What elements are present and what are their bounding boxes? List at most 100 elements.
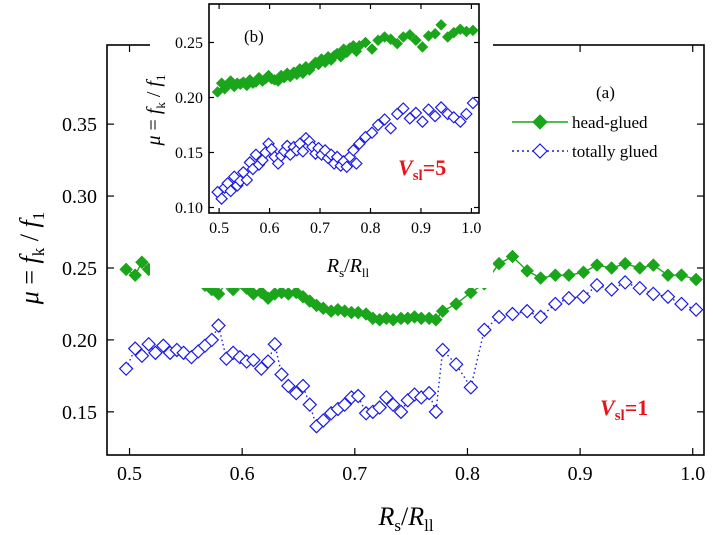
inset-y-axis-label: μ = fk / f1 <box>143 74 168 146</box>
main-point-totally-glued <box>688 302 704 318</box>
main-point-totally-glued <box>288 385 304 401</box>
main-x-ll: ll <box>424 516 434 535</box>
inset-point-totally-glued <box>453 115 467 129</box>
main-point-head-glued <box>646 258 661 272</box>
main-point-totally-glued <box>632 280 648 296</box>
main-point-totally-glued <box>118 361 134 377</box>
inset-point-totally-glued <box>340 160 354 174</box>
inset-background <box>150 0 493 288</box>
inset-plot-frame <box>208 3 480 214</box>
inset-point-totally-glued <box>416 115 429 129</box>
main-point-totally-glued <box>337 397 353 412</box>
main-point-totally-glued <box>315 413 331 428</box>
main-point-head-glued <box>211 287 226 301</box>
inset-point-totally-glued <box>330 150 344 164</box>
main-point-totally-glued <box>448 357 464 372</box>
main-point-totally-glued <box>379 390 394 405</box>
main-y-tick-label: 0.15 <box>62 402 97 424</box>
inset-x-R: R <box>326 255 339 277</box>
main-point-head-glued <box>561 268 576 283</box>
main-point-totally-glued <box>533 309 549 325</box>
vsl-main-sub: sl <box>615 408 625 424</box>
main-point-head-glued <box>135 255 149 270</box>
inset-x-R2: R <box>349 255 362 277</box>
main-x-tick-label: 0.8 <box>455 463 480 485</box>
main-point-head-glued <box>429 312 443 327</box>
vsl-inset-sub: sl <box>413 168 423 184</box>
main-point-head-glued <box>128 268 143 283</box>
main-x-slash: / <box>401 502 409 531</box>
main-point-totally-glued <box>281 378 296 394</box>
main-point-totally-glued <box>246 352 261 368</box>
main-point-totally-glued <box>477 322 492 338</box>
main-point-head-glued <box>618 256 633 271</box>
main-point-totally-glued <box>295 378 311 394</box>
main-point-totally-glued <box>589 277 605 293</box>
vsl-main-annotation: Vsl=1 <box>600 395 648 424</box>
main-point-totally-glued <box>561 290 577 306</box>
inset-point-totally-glued <box>215 192 228 206</box>
main-y-tick-label: 0.20 <box>62 330 97 352</box>
legend-label-totally-glued: totally glued <box>572 142 658 161</box>
inset-point-head-glued <box>359 36 372 49</box>
inset-y-tick-label: 0.20 <box>175 90 203 107</box>
panel-label-b: (b) <box>244 27 264 46</box>
main-point-totally-glued <box>274 367 289 382</box>
main-point-head-glued <box>289 285 304 300</box>
inset-point-totally-glued <box>378 113 391 126</box>
main-x-axis-label: Rs/Rll <box>377 502 433 535</box>
inset-x-axis-label: Rs/Rll <box>326 255 370 280</box>
main-point-totally-glued <box>505 306 520 322</box>
inset-y-k: k <box>153 102 168 109</box>
main-point-head-glued <box>689 272 703 287</box>
inset-point-head-glued <box>435 19 448 31</box>
main-y-k: k <box>29 247 48 256</box>
main-axis-ticks: 0.5 0.6 0.7 0.8 0.9 1.0 0.15 0.20 0.25 0.30 0.35 <box>62 45 705 485</box>
inset-x-tick-label: 0.5 <box>209 220 229 237</box>
main-point-head-glued <box>505 249 520 264</box>
inset-point-totally-glued <box>409 106 423 120</box>
main-point-totally-glued <box>211 318 226 333</box>
inset-y-eq: = <box>143 114 165 135</box>
main-point-totally-glued <box>302 397 318 412</box>
main-point-head-glued <box>533 271 548 285</box>
inset-x-tick-label: 0.9 <box>411 220 431 237</box>
main-y-tick-label: 0.35 <box>62 114 97 136</box>
main-point-totally-glued <box>134 348 150 364</box>
main-point-totally-glued <box>204 332 220 348</box>
main-point-totally-glued <box>421 385 437 401</box>
main-point-head-glued <box>492 256 506 271</box>
inset-x-slash: / <box>344 255 350 277</box>
inset-y-f1: f <box>143 79 165 87</box>
main-point-totally-glued <box>576 289 591 305</box>
inset-series-group <box>211 19 480 206</box>
vsl-inset-annotation: Vsl=5 <box>398 155 446 184</box>
vsl-main-V: V <box>600 395 617 420</box>
panel-label-a: (a) <box>596 83 615 102</box>
main-point-head-glued <box>632 261 647 275</box>
legend-marker-head-glued <box>532 114 548 130</box>
inset-y-mu: μ <box>143 135 165 146</box>
inset-x-ll: ll <box>362 265 370 280</box>
inset-point-head-glued <box>410 34 422 47</box>
main-y-slash: / <box>15 228 44 248</box>
main-point-totally-glued <box>674 296 689 312</box>
inset-y-tick-label: 0.10 <box>175 200 203 217</box>
main-point-totally-glued <box>604 282 619 297</box>
inset-point-totally-glued <box>434 101 448 114</box>
main-x-R: R <box>377 502 394 531</box>
main-x-s: s <box>394 516 401 535</box>
main-point-head-glued <box>351 305 366 320</box>
main-point-totally-glued <box>660 289 676 305</box>
inset-point-head-glued <box>404 28 416 41</box>
main-point-totally-glued <box>435 342 451 358</box>
inset-point-totally-glued <box>466 96 480 110</box>
inset-y-tick-label: 0.15 <box>175 145 203 162</box>
main-point-totally-glued <box>372 400 387 415</box>
main-y-f: f <box>15 252 44 263</box>
inset-point-totally-glued <box>365 126 379 140</box>
inset-point-totally-glued <box>353 137 366 151</box>
main-point-head-glued <box>520 264 535 278</box>
